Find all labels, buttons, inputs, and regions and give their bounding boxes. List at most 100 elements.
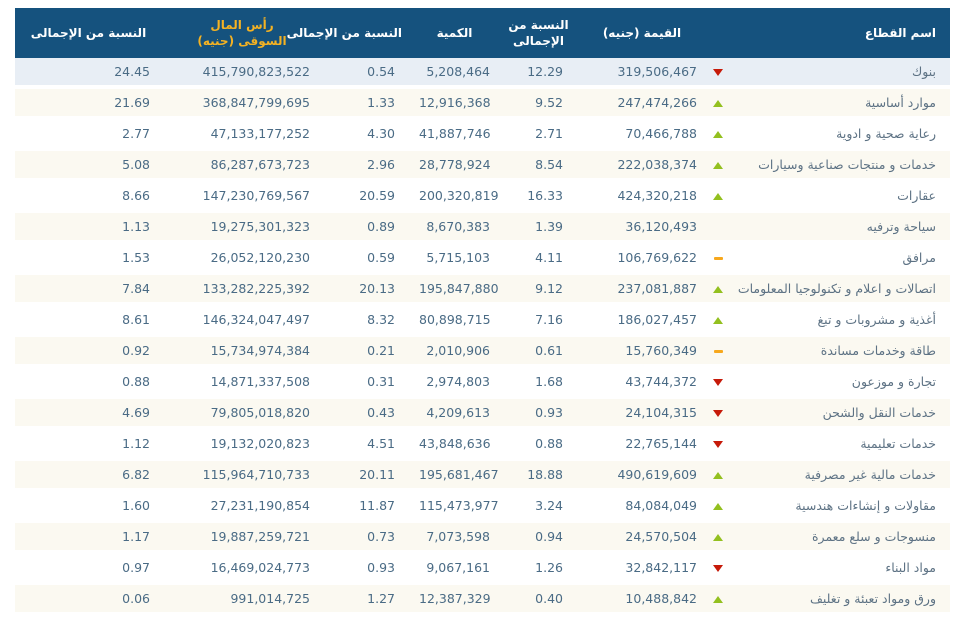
cell-market-cap: 15,734,974,384 [162, 337, 322, 368]
cell-sector-name[interactable]: خدمات مالية غير مصرفية [727, 461, 950, 492]
sector-row[interactable]: بنوك 319,506,467 12.29 5,208,464 0.54 41… [15, 58, 950, 89]
sector-row[interactable]: ورق ومواد تعبئة و تغليف 10,488,842 0.40 … [15, 585, 950, 616]
cell-market-cap: 26,052,120,230 [162, 244, 322, 275]
cell-quantity: 5,208,464 [407, 58, 502, 89]
cell-sector-name[interactable]: بنوك [727, 58, 950, 89]
cell-trend-indicator [709, 58, 727, 89]
cell-sector-name[interactable]: خدمات و منتجات صناعية وسيارات [727, 151, 950, 182]
cell-market-cap: 147,230,769,567 [162, 182, 322, 213]
cell-market-cap: 86,287,673,723 [162, 151, 322, 182]
cell-quantity-pct: 2.96 [322, 151, 407, 182]
cell-sector-name[interactable]: تجارة و موزعون [727, 368, 950, 399]
cell-market-cap-pct: 1.53 [15, 244, 162, 275]
sector-row[interactable]: رعاية صحية و ادوية 70,466,788 2.71 41,88… [15, 120, 950, 151]
cell-value-pct: 9.52 [502, 89, 575, 120]
sector-row[interactable]: سياحة وترفيه 36,120,493 1.39 8,670,383 0… [15, 213, 950, 244]
cell-market-cap-pct: 5.08 [15, 151, 162, 182]
trend-down-icon [713, 69, 723, 76]
cell-quantity: 80,898,715 [407, 306, 502, 337]
column-header-value: القيمة (جنيه) [575, 8, 709, 58]
cell-market-cap-pct: 0.92 [15, 337, 162, 368]
cell-value: 319,506,467 [575, 58, 709, 89]
cell-sector-name[interactable]: مواد البناء [727, 554, 950, 585]
cell-trend-indicator [709, 306, 727, 337]
cell-value-pct: 1.26 [502, 554, 575, 585]
trend-up-icon [713, 286, 723, 293]
sector-row[interactable]: أغذية و مشروبات و تبغ 186,027,457 7.16 8… [15, 306, 950, 337]
cell-market-cap: 368,847,799,695 [162, 89, 322, 120]
cell-value: 84,084,049 [575, 492, 709, 523]
cell-quantity-pct: 1.27 [322, 585, 407, 616]
column-header-sector-name: اسم القطاع [727, 8, 950, 58]
sector-row[interactable]: خدمات و منتجات صناعية وسيارات 222,038,37… [15, 151, 950, 182]
cell-sector-name[interactable]: أغذية و مشروبات و تبغ [727, 306, 950, 337]
cell-sector-name[interactable]: رعاية صحية و ادوية [727, 120, 950, 151]
cell-quantity-pct: 0.93 [322, 554, 407, 585]
cell-market-cap: 47,133,177,252 [162, 120, 322, 151]
cell-value-pct: 4.11 [502, 244, 575, 275]
cell-value: 24,104,315 [575, 399, 709, 430]
sector-row[interactable]: موارد أساسية 247,474,266 9.52 12,916,368… [15, 89, 950, 120]
sector-row[interactable]: مواد البناء 32,842,117 1.26 9,067,161 0.… [15, 554, 950, 585]
cell-value: 222,038,374 [575, 151, 709, 182]
cell-value: 247,474,266 [575, 89, 709, 120]
sector-row[interactable]: مقاولات و إنشاءات هندسية 84,084,049 3.24… [15, 492, 950, 523]
cell-market-cap-pct: 21.69 [15, 89, 162, 120]
cell-quantity-pct: 4.30 [322, 120, 407, 151]
cell-sector-name[interactable]: اتصالات و اعلام و تكنولوجيا المعلومات [727, 275, 950, 306]
header-row: اسم القطاع القيمة (جنيه) النسبة من الإجم… [15, 8, 950, 58]
cell-quantity: 200,320,819 [407, 182, 502, 213]
cell-market-cap-pct: 0.97 [15, 554, 162, 585]
cell-quantity: 2,010,906 [407, 337, 502, 368]
cell-market-cap-pct: 1.17 [15, 523, 162, 554]
cell-quantity: 115,473,977 [407, 492, 502, 523]
cell-market-cap: 79,805,018,820 [162, 399, 322, 430]
cell-trend-indicator [709, 430, 727, 461]
sector-row[interactable]: مرافق 106,769,622 4.11 5,715,103 0.59 26… [15, 244, 950, 275]
cell-market-cap: 19,887,259,721 [162, 523, 322, 554]
sector-row[interactable]: منسوجات و سلع معمرة 24,570,504 0.94 7,07… [15, 523, 950, 554]
cell-sector-name[interactable]: عقارات [727, 182, 950, 213]
cell-value-pct: 3.24 [502, 492, 575, 523]
sector-row[interactable]: خدمات النقل والشحن 24,104,315 0.93 4,209… [15, 399, 950, 430]
cell-sector-name[interactable]: سياحة وترفيه [727, 213, 950, 244]
trend-up-icon [713, 193, 723, 200]
cell-quantity: 195,681,467 [407, 461, 502, 492]
cell-sector-name[interactable]: طاقة وخدمات مساندة [727, 337, 950, 368]
cell-market-cap-pct: 4.69 [15, 399, 162, 430]
cell-sector-name[interactable]: مقاولات و إنشاءات هندسية [727, 492, 950, 523]
trend-down-icon [713, 379, 723, 386]
sector-table: اسم القطاع القيمة (جنيه) النسبة من الإجم… [15, 8, 950, 616]
cell-value-pct: 0.40 [502, 585, 575, 616]
cell-sector-name[interactable]: ورق ومواد تعبئة و تغليف [727, 585, 950, 616]
cell-quantity: 28,778,924 [407, 151, 502, 182]
column-header-value-pct: النسبة من الإجمالى [502, 8, 575, 58]
cell-market-cap-pct: 1.60 [15, 492, 162, 523]
cell-trend-indicator [709, 554, 727, 585]
cell-trend-indicator [709, 89, 727, 120]
sector-row[interactable]: طاقة وخدمات مساندة 15,760,349 0.61 2,010… [15, 337, 950, 368]
sector-row[interactable]: تجارة و موزعون 43,744,372 1.68 2,974,803… [15, 368, 950, 399]
cell-value-pct: 16.33 [502, 182, 575, 213]
sector-row[interactable]: عقارات 424,320,218 16.33 200,320,819 20.… [15, 182, 950, 213]
sector-row[interactable]: اتصالات و اعلام و تكنولوجيا المعلومات 23… [15, 275, 950, 306]
cell-market-cap: 14,871,337,508 [162, 368, 322, 399]
cell-value-pct: 12.29 [502, 58, 575, 89]
cell-market-cap: 19,275,301,323 [162, 213, 322, 244]
trend-up-icon [713, 317, 723, 324]
cell-value: 43,744,372 [575, 368, 709, 399]
sector-row[interactable]: خدمات تعليمية 22,765,144 0.88 43,848,636… [15, 430, 950, 461]
cell-sector-name[interactable]: منسوجات و سلع معمرة [727, 523, 950, 554]
cell-quantity: 7,073,598 [407, 523, 502, 554]
cell-market-cap: 27,231,190,854 [162, 492, 322, 523]
cell-quantity: 41,887,746 [407, 120, 502, 151]
cell-sector-name[interactable]: خدمات النقل والشحن [727, 399, 950, 430]
cell-sector-name[interactable]: مرافق [727, 244, 950, 275]
cell-quantity-pct: 20.13 [322, 275, 407, 306]
cell-quantity-pct: 0.21 [322, 337, 407, 368]
cell-sector-name[interactable]: خدمات تعليمية [727, 430, 950, 461]
trend-down-icon [713, 565, 723, 572]
cell-sector-name[interactable]: موارد أساسية [727, 89, 950, 120]
cell-value: 490,619,609 [575, 461, 709, 492]
sector-row[interactable]: خدمات مالية غير مصرفية 490,619,609 18.88… [15, 461, 950, 492]
